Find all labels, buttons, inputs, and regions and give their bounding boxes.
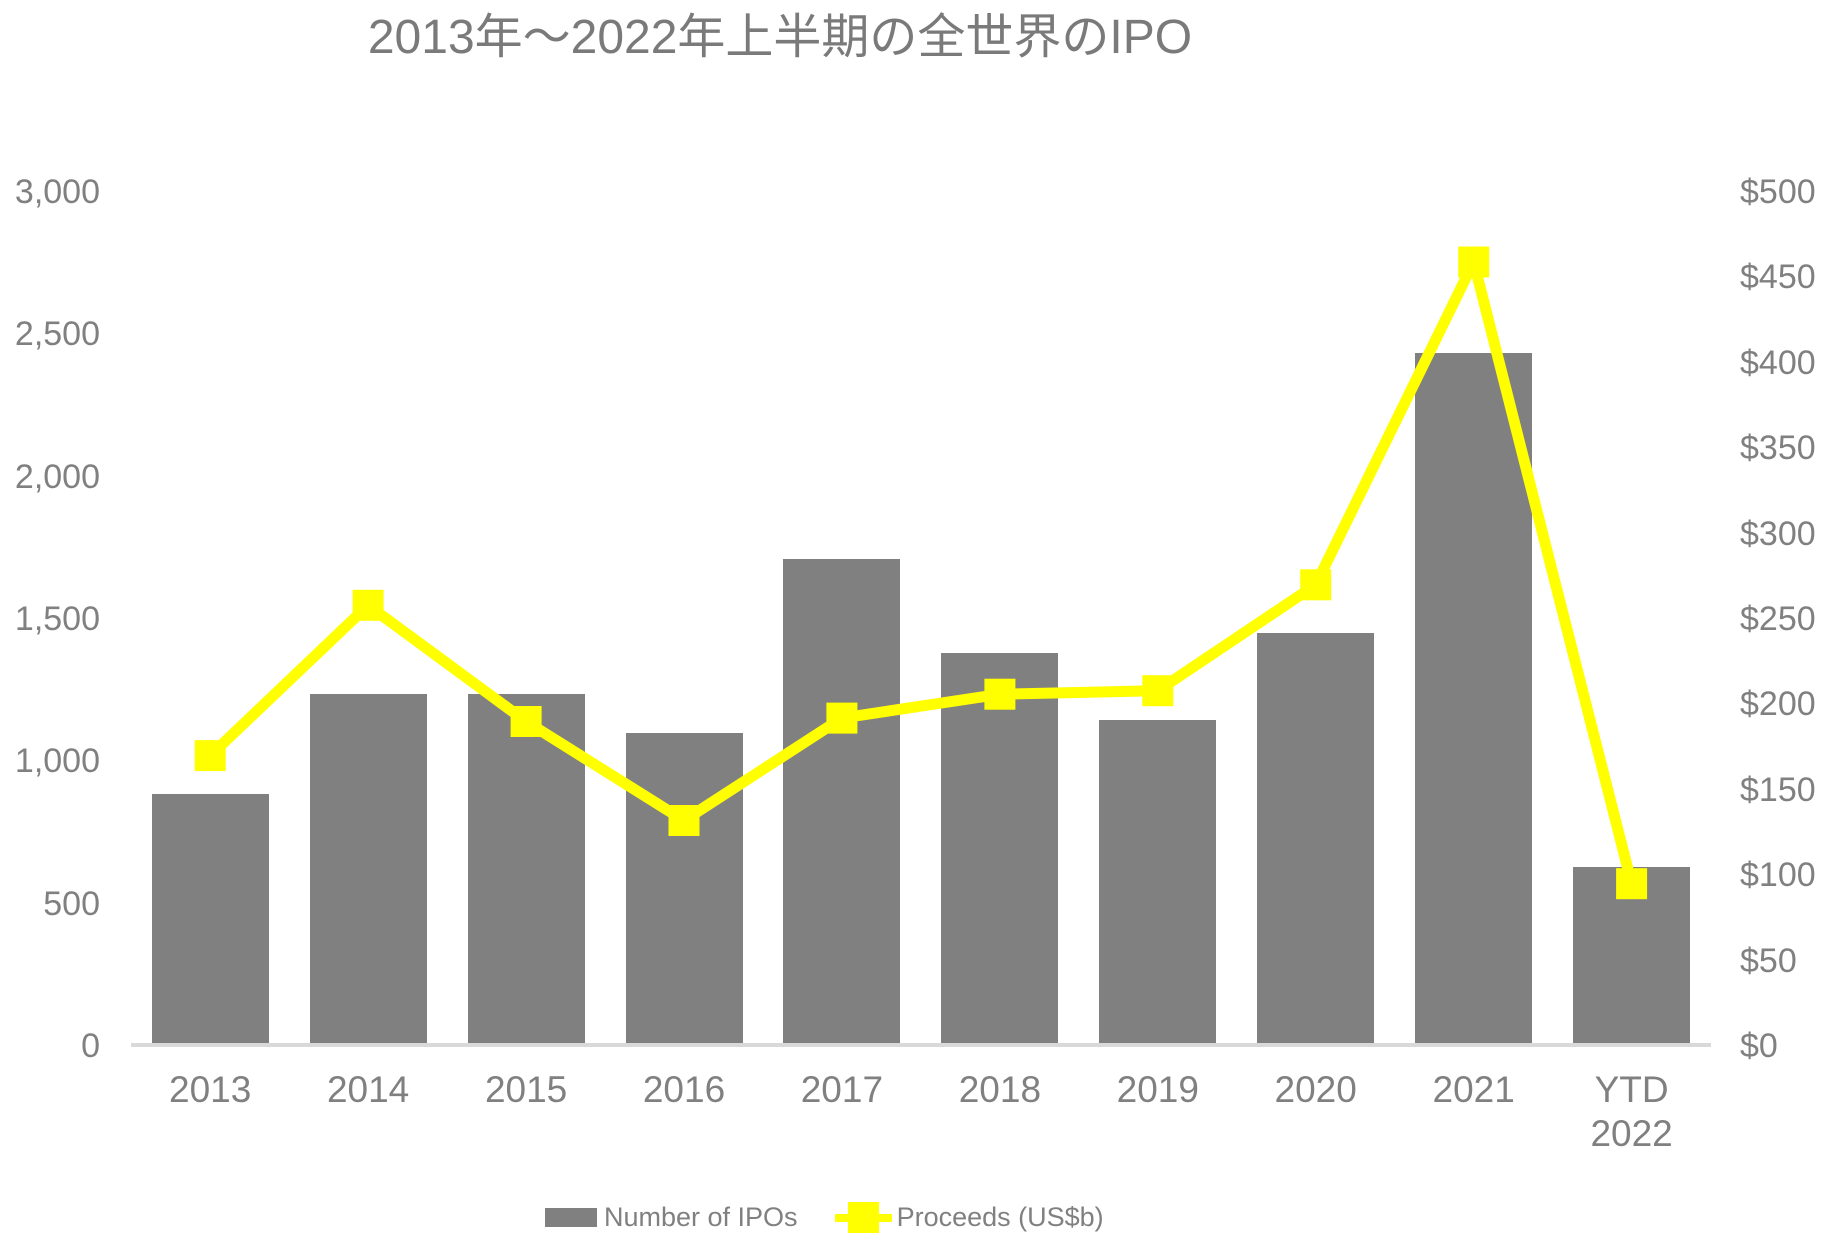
bar-YTD-2022 [1573,866,1691,1044]
right-axis-tick-350: $350 [1740,429,1816,468]
bar-2017 [783,559,901,1044]
bar-2014 [309,694,427,1044]
x-axis-label-2019: 2019 [1116,1069,1199,1110]
left-axis-tick-3-000: 3,000 [14,173,100,211]
right-axis-tick-150: $150 [1740,770,1816,809]
proceeds-marker-2019 [1142,675,1174,707]
left-axis-tick-2-000: 2,000 [14,457,100,496]
legend: Number of IPOs Proceeds (US$b) [545,1197,1104,1237]
left-axis-tick-1-500: 1,500 [14,600,100,638]
x-axis-label-YTD-2022: YTD 2022 [1590,1069,1673,1154]
right-axis-tick-500: $500 [1740,173,1816,211]
proceeds-marker-2013 [194,740,226,772]
legend-line-marker-swatch-icon [834,1201,892,1233]
left-axis-tick-0: 0 [81,1027,100,1065]
bar-2013 [151,794,269,1044]
legend-label-number-of-ipos: Number of IPOs [604,1201,798,1232]
x-axis-label-2018: 2018 [958,1069,1042,1110]
right-axis-tick-250: $250 [1740,600,1816,638]
right-axis-tick-50: $50 [1740,941,1797,980]
right-axis-tick-400: $400 [1740,343,1816,382]
left-axis-tick-500: 500 [43,884,100,923]
proceeds-marker-2021 [1458,246,1490,278]
chart-title: 2013年～2022年上半期の全世界のIPO [367,11,1193,64]
x-axis-label-2013: 2013 [169,1069,252,1110]
legend-label-proceeds: Proceeds (US$b) [896,1201,1104,1232]
x-axis-label-2014: 2014 [326,1069,410,1110]
left-axis-tick-2-500: 2,500 [14,315,100,354]
proceeds-marker-2014 [352,589,384,621]
right-axis-tick-200: $200 [1740,685,1816,724]
bar-2021 [1415,352,1533,1044]
right-axis-tick-300: $300 [1740,514,1816,553]
bar-2020 [1257,633,1375,1044]
legend-bar-swatch-icon [545,1207,597,1227]
x-axis-label-2017: 2017 [800,1069,884,1110]
right-axis-tick-450: $450 [1740,258,1816,297]
bar-2016 [625,732,743,1044]
bar-2019 [1099,720,1217,1044]
right-axis-tick-100: $100 [1740,856,1816,895]
bar-2018 [941,653,1059,1044]
right-axis-tick-0: $0 [1740,1027,1778,1065]
x-axis-line [131,1043,1711,1047]
left-axis-tick-1-000: 1,000 [14,742,100,781]
x-axis-label-2021: 2021 [1432,1069,1515,1110]
x-axis-label-2015: 2015 [484,1069,568,1110]
bar-2015 [467,694,585,1044]
x-axis-label-2020: 2020 [1274,1069,1357,1110]
proceeds-marker-2020 [1300,569,1332,601]
x-axis-label-2016: 2016 [642,1069,726,1110]
